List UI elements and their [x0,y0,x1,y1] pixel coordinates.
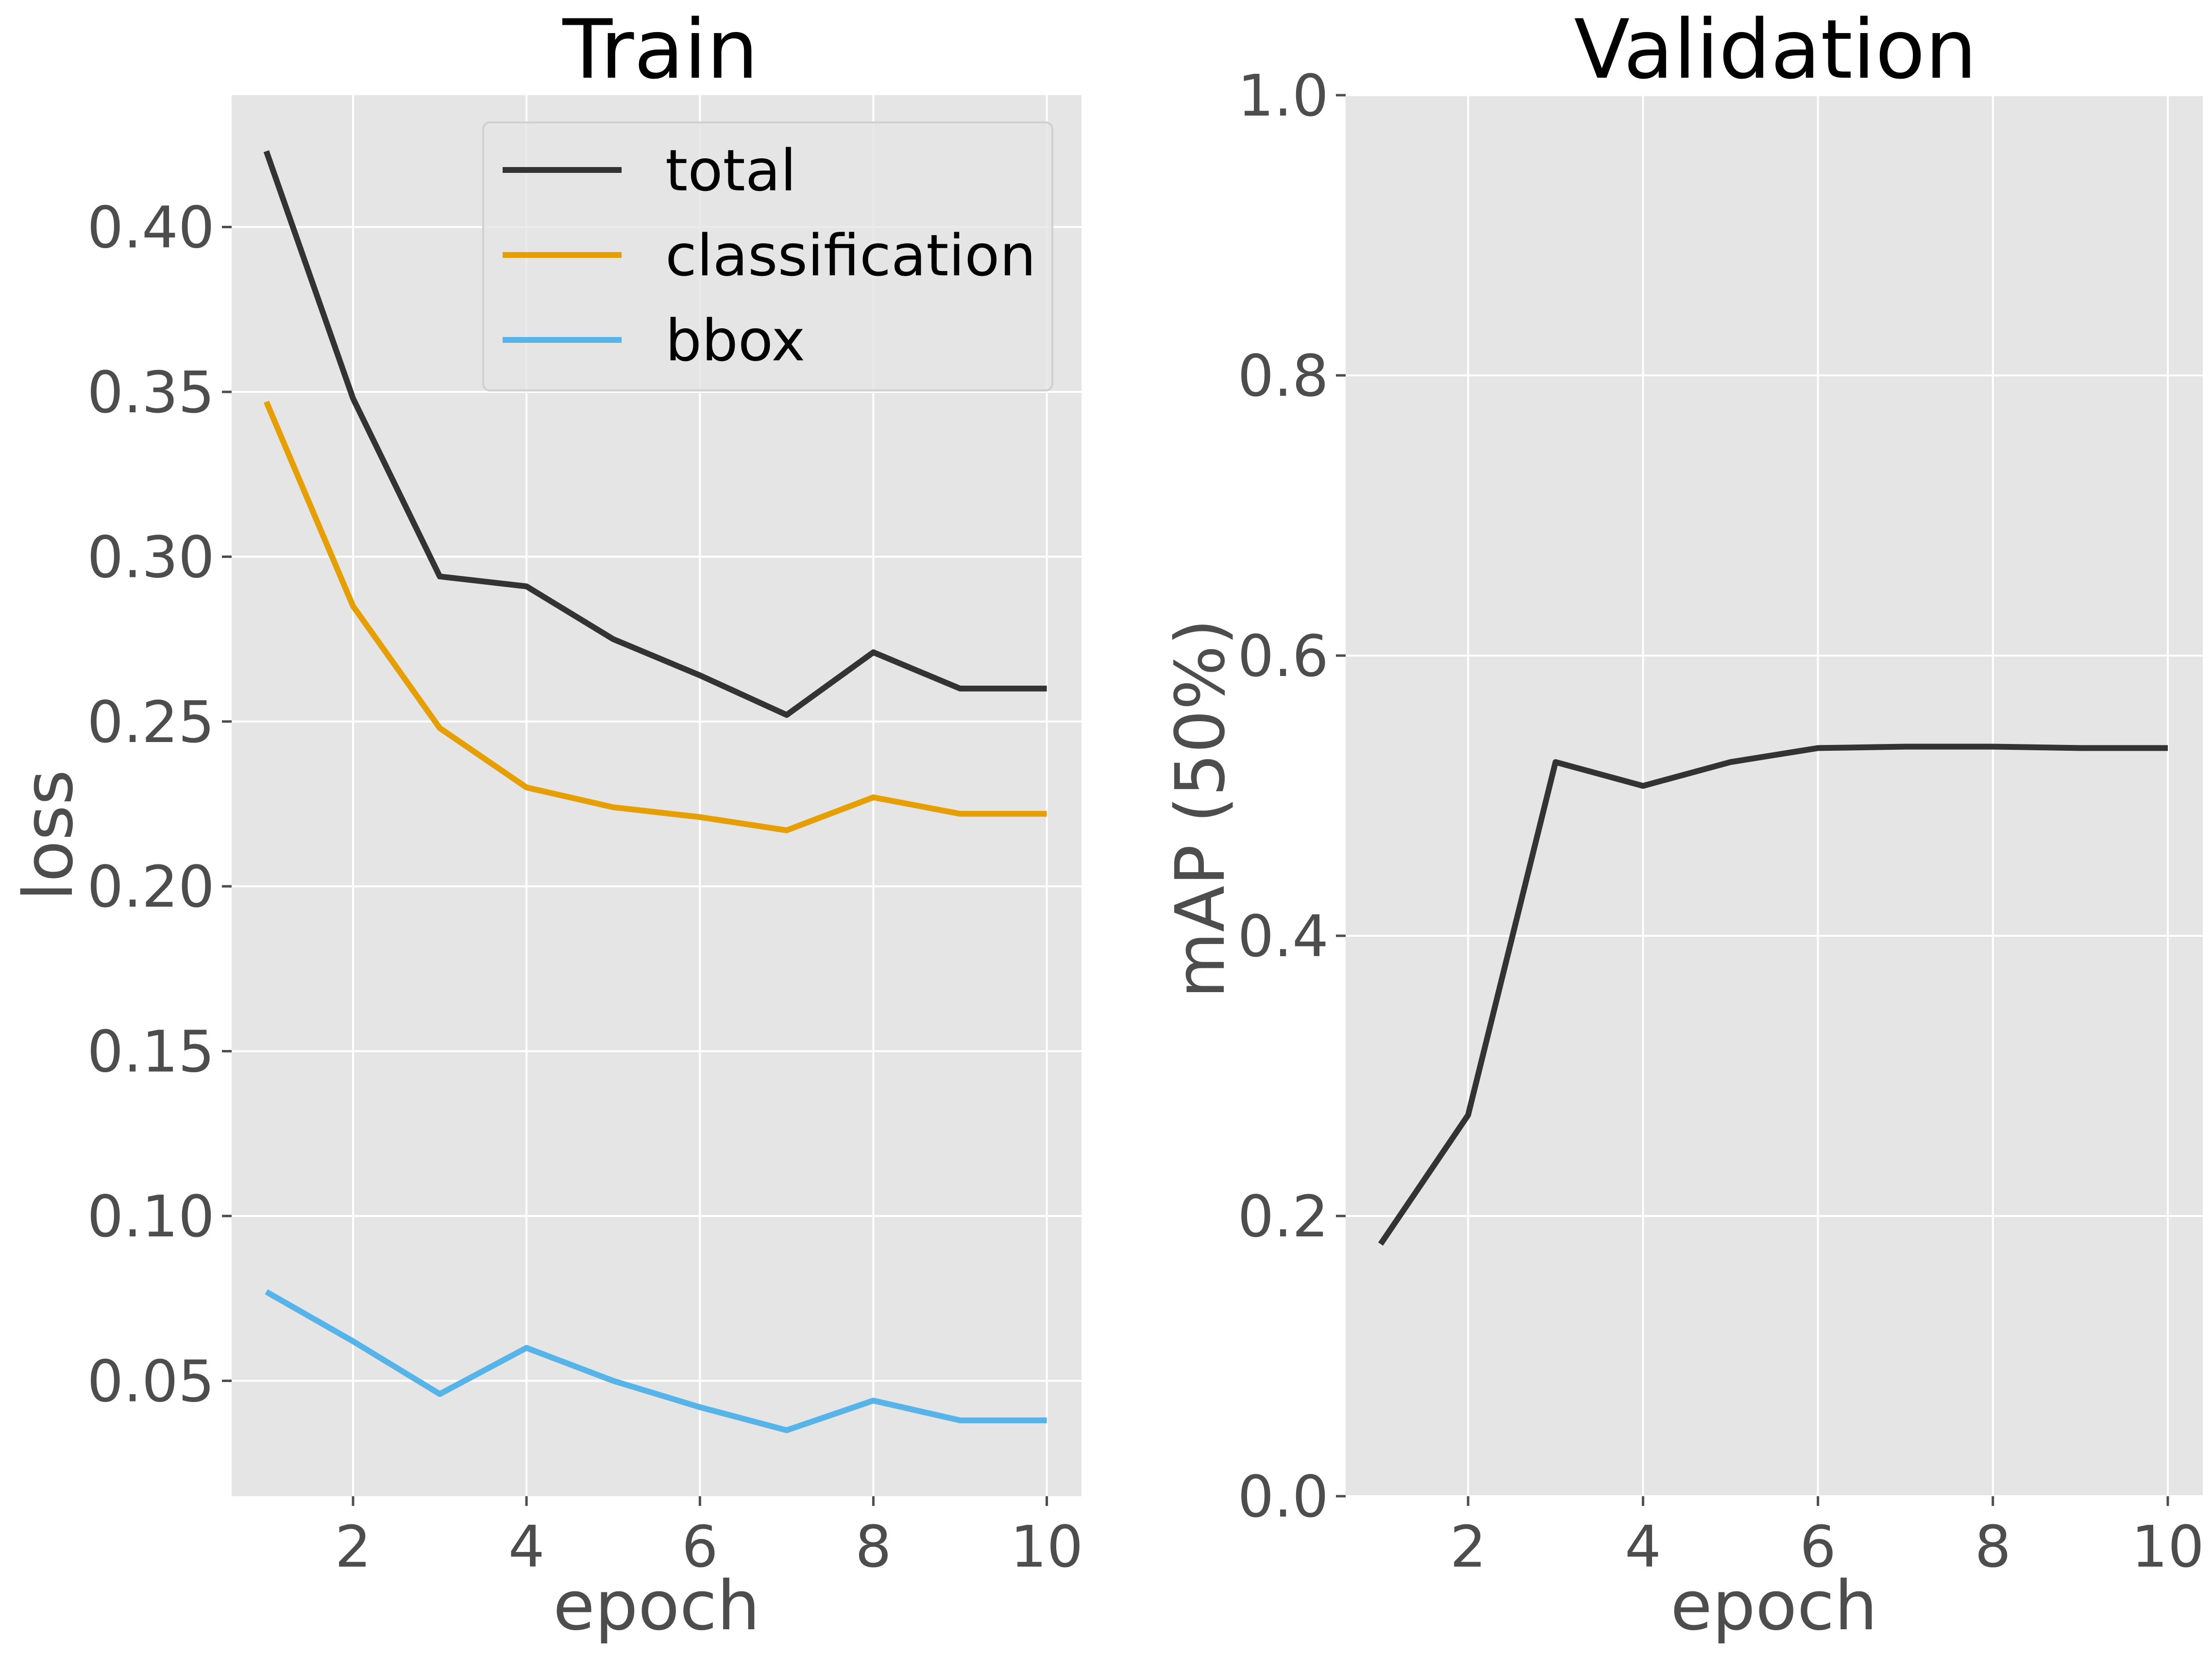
train-series-bbox [265,1289,1047,1434]
train-panel: Train epoch loss 2 4 6 8 10 0.05 0.10 0.15 0.20 0… [9,2,1083,1646]
validation-ytick-label: 0.6 [1237,623,1329,690]
train-ytick-label: 0.05 [87,1348,215,1415]
train-xtick-label: 2 [335,1513,371,1580]
train-xlabel: epoch [553,1567,760,1646]
train-series-total [263,150,1047,718]
train-legend: total classification bbox [482,121,1053,391]
validation-plot-area [1346,95,2203,1496]
train-xtick-label: 8 [855,1513,892,1580]
train-ytick-label: 0.30 [87,524,215,591]
train-ytick-label: 0.35 [87,359,215,426]
validation-xtick-label: 4 [1625,1513,1661,1580]
validation-ytick-label: 0.2 [1237,1183,1329,1250]
train-xtick-label: 10 [1010,1513,1083,1580]
train-xtick-label: 4 [508,1513,545,1580]
legend-frame [482,121,1053,391]
train-ytick-label: 0.40 [87,194,215,261]
validation-xtick-label: 8 [1975,1513,2011,1580]
validation-series-map [1378,743,2168,1246]
train-series-classification [263,400,1047,833]
validation-title: Validation [1574,2,1977,97]
validation-ytick-label: 1.0 [1237,62,1329,129]
validation-xtick-label: 10 [2131,1513,2204,1580]
validation-ytick-label: 0.4 [1237,903,1329,970]
validation-xtick-label: 2 [1450,1513,1486,1580]
validation-ytick-label: 0.0 [1237,1463,1329,1530]
validation-xlabel: epoch [1671,1567,1877,1646]
validation-xtick-label: 6 [1800,1513,1836,1580]
legend-label-total: total [665,137,796,204]
train-xtick-label: 6 [682,1513,718,1580]
legend-label-classification: classification [665,222,1036,289]
validation-ylabel: mAP (50%) [1161,619,1240,998]
validation-ytick-label: 0.8 [1237,342,1329,409]
train-ytick-label: 0.10 [87,1183,215,1250]
legend-label-bbox: bbox [665,307,805,374]
validation-panel: Validation epoch mAP (50%) 2 4 6 8 10 0.0 0.2 0… [1161,2,2204,1646]
train-ytick-label: 0.15 [87,1018,215,1085]
train-ytick-label: 0.25 [87,689,215,756]
train-ytick-label: 0.20 [87,853,215,920]
train-ylabel: loss [9,770,88,901]
train-title: Train [562,2,758,97]
